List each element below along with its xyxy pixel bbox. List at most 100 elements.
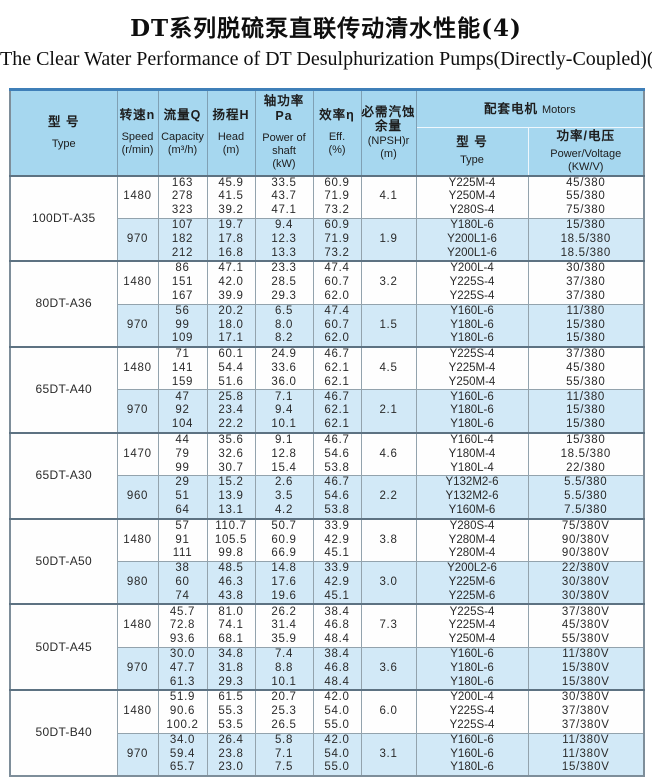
col-header-motors: 配套电机 Motors <box>415 89 645 128</box>
head-cell: 43.8 <box>206 589 256 605</box>
efficiency-cell: 62.1 <box>312 418 362 433</box>
motor-type-cell: Y280M-4 <box>415 533 529 548</box>
efficiency-cell: 46.8 <box>312 619 362 633</box>
motor-power-cell: 11/380 <box>527 303 645 319</box>
shaft-power-cell: 47.1 <box>254 204 314 219</box>
table-row: 323 39.2 47.1 73.2 Y280S-4 75/380 <box>10 204 645 219</box>
capacity-cell: 151 <box>157 276 208 290</box>
head-cell: 17.1 <box>206 332 256 348</box>
capacity-cell: 79 <box>157 447 208 462</box>
capacity-cell: 74 <box>157 589 208 605</box>
npsh-cell: 3.2 <box>360 260 417 305</box>
motor-power-cell: 55/380 <box>527 190 645 205</box>
efficiency-cell: 55.0 <box>312 761 362 776</box>
shaft-power-cell: 66.9 <box>254 547 314 562</box>
col-header-motor-type: 型 号 Type <box>415 127 529 177</box>
motor-type-cell: Y160L-6 <box>415 747 529 762</box>
efficiency-cell: 45.1 <box>312 547 362 562</box>
model-cell: 50DT-B40 <box>9 689 118 776</box>
head-cell: 48.5 <box>206 561 256 576</box>
head-cell: 13.1 <box>206 503 256 519</box>
efficiency-cell: 46.7 <box>312 431 362 448</box>
table-row: 111 99.8 66.9 45.1 Y280M-4 90/380V <box>10 547 645 562</box>
motor-power-cell: 22/380 <box>527 461 645 476</box>
head-cell: 105.5 <box>206 533 256 548</box>
capacity-cell: 109 <box>157 332 208 348</box>
motor-power-cell: 90/380V <box>527 533 645 548</box>
speed-cell: 1480 <box>116 689 159 734</box>
head-cell: 47.1 <box>206 260 256 277</box>
motor-type-cell: Y180L-6 <box>415 404 529 419</box>
table-row: 970 56 20.2 6.5 47.4 1.5 Y160L-6 11/380 <box>10 303 645 348</box>
model-cell: 50DT-A50 <box>9 517 118 605</box>
head-cell: 34.8 <box>206 646 256 662</box>
table-row: 109 17.1 8.2 62.0 Y180L-6 15/380 <box>10 332 645 348</box>
capacity-cell: 159 <box>157 375 208 390</box>
performance-table: 型 号 Type 转速n Speed (r/min) 流量Q Capacity (m… <box>9 88 646 777</box>
capacity-cell: 323 <box>157 204 208 219</box>
motor-type-cell: Y250M-4 <box>415 633 529 648</box>
head-cell: 99.8 <box>206 547 256 562</box>
capacity-cell: 99 <box>157 461 208 476</box>
efficiency-cell: 42.9 <box>312 533 362 548</box>
table-row: 64 13.1 4.2 53.8 Y160M-6 7.5/380 <box>10 503 645 519</box>
efficiency-cell: 46.7 <box>312 346 362 362</box>
motor-power-cell: 55/380V <box>527 633 645 648</box>
motor-type-cell: Y250M-4 <box>415 190 529 205</box>
head-cell: 31.8 <box>206 661 256 676</box>
table-body: 100DT-A35 1480 163 45.9 33.5 60.9 4.1 Y225M-4 45… <box>9 174 645 776</box>
table-row: 141 54.4 33.6 62.1 Y225M-4 45/380 <box>10 361 645 376</box>
shaft-power-cell: 24.9 <box>254 346 314 362</box>
table-row: 51 13.9 3.5 54.6 Y132M2-6 5.5/380 <box>10 490 645 504</box>
motor-power-cell: 18.5/380 <box>527 447 645 462</box>
head-cell: 42.0 <box>206 276 256 290</box>
head-cell: 29.3 <box>206 675 256 691</box>
npsh-cell: 6.0 <box>360 689 417 734</box>
motor-power-cell: 37/380 <box>527 346 645 362</box>
shaft-power-cell: 8.2 <box>254 332 314 348</box>
head-cell: 55.3 <box>206 704 256 719</box>
motor-power-cell: 55/380 <box>527 375 645 390</box>
efficiency-cell: 60.7 <box>312 318 362 333</box>
head-cell: 68.1 <box>206 633 256 648</box>
capacity-cell: 111 <box>157 547 208 562</box>
head-cell: 60.1 <box>206 346 256 362</box>
motor-power-cell: 45/380 <box>527 361 645 376</box>
shaft-power-cell: 3.5 <box>254 490 314 504</box>
col-header-head: 扬程H Head (m) <box>206 89 256 176</box>
capacity-cell: 34.0 <box>157 732 208 748</box>
motor-power-cell: 5.5/380 <box>527 475 645 491</box>
motor-power-cell: 37/380 <box>527 276 645 290</box>
efficiency-cell: 73.2 <box>312 246 362 262</box>
motor-power-cell: 30/380V <box>527 689 645 705</box>
motor-type-cell: Y280S-4 <box>415 517 529 534</box>
efficiency-cell: 46.7 <box>312 475 362 491</box>
motor-type-cell: Y160L-6 <box>415 389 529 405</box>
shaft-power-cell: 36.0 <box>254 375 314 390</box>
speed-cell: 970 <box>116 303 159 348</box>
shaft-power-cell: 14.8 <box>254 561 314 576</box>
efficiency-cell: 60.7 <box>312 276 362 290</box>
head-cell: 46.3 <box>206 575 256 590</box>
shaft-power-cell: 8.0 <box>254 318 314 333</box>
efficiency-cell: 46.7 <box>312 389 362 405</box>
table-row: 93.6 68.1 35.9 48.4 Y250M-4 55/380V <box>10 633 645 648</box>
capacity-cell: 141 <box>157 361 208 376</box>
capacity-cell: 47 <box>157 389 208 405</box>
motor-power-cell: 15/380 <box>527 318 645 333</box>
efficiency-cell: 33.9 <box>312 517 362 534</box>
col-header-capacity: 流量Q Capacity (m³/h) <box>157 89 208 176</box>
motor-power-cell: 37/380 <box>527 289 645 305</box>
head-cell: 23.8 <box>206 747 256 762</box>
efficiency-cell: 42.0 <box>312 732 362 748</box>
col-header-shaft-power: 轴功率Pa Power of shaft (kW) <box>254 89 314 176</box>
motor-power-cell: 45/380 <box>527 174 645 191</box>
col-header-motor-power: 功率/电压 Power/Voltage (KW/V) <box>527 127 645 177</box>
table-row: 100DT-A35 1480 163 45.9 33.5 60.9 4.1 Y225M-4 45… <box>9 174 645 262</box>
table-row: 79 32.6 12.8 54.6 Y180M-4 18.5/380 <box>10 447 645 462</box>
table-row: 167 39.9 29.3 62.0 Y225S-4 37/380 <box>10 289 645 305</box>
table-row: 970 34.0 26.4 5.8 42.0 3.1 Y160L-6 11/380V <box>10 732 645 776</box>
npsh-cell: 1.5 <box>360 303 417 348</box>
head-cell: 54.4 <box>206 361 256 376</box>
capacity-cell: 167 <box>157 289 208 305</box>
